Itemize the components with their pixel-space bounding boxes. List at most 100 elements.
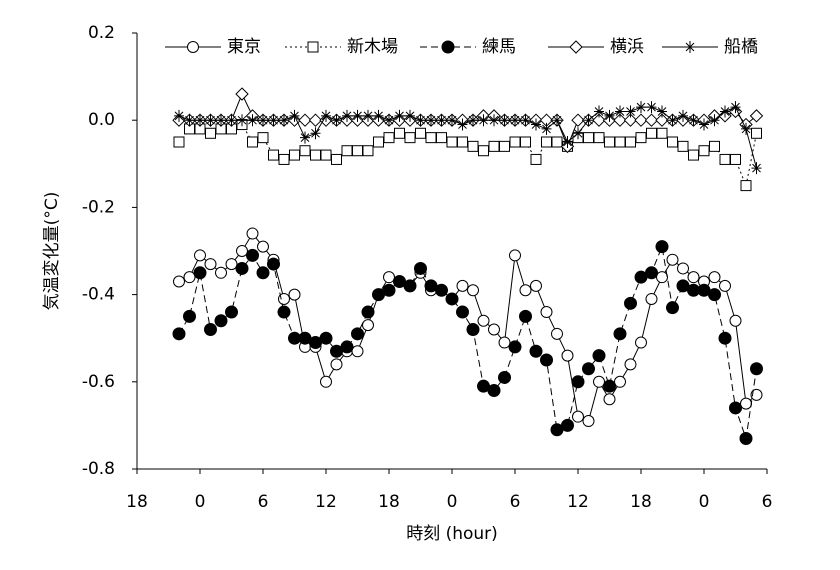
data-point <box>489 114 499 127</box>
data-point <box>667 114 678 127</box>
x-tick-label: 18 <box>630 492 652 512</box>
data-point <box>708 288 721 302</box>
data-point <box>445 292 459 306</box>
data-point <box>624 296 637 310</box>
data-point <box>214 314 228 328</box>
data-point <box>342 109 352 122</box>
x-tick-label: 12 <box>315 492 337 512</box>
x-tick-label: 18 <box>126 492 148 512</box>
data-point <box>361 305 375 319</box>
legend-label: 船橋 <box>724 37 758 57</box>
data-point <box>426 114 436 127</box>
legend-marker <box>569 40 583 54</box>
data-point <box>195 114 205 127</box>
data-point <box>594 105 604 118</box>
y-tick-label: -0.2 <box>82 197 115 217</box>
data-point <box>194 249 206 262</box>
data-point <box>729 401 742 415</box>
data-point <box>635 132 647 144</box>
data-point <box>699 118 709 131</box>
data-point <box>551 136 563 148</box>
data-point <box>603 393 616 406</box>
data-point <box>310 127 321 140</box>
data-point <box>320 149 332 161</box>
data-point <box>487 384 501 398</box>
data-point <box>415 127 426 139</box>
data-point <box>656 127 668 139</box>
y-tick-label: -0.6 <box>82 372 115 392</box>
data-point <box>488 323 500 336</box>
x-tick-label: 6 <box>510 492 521 512</box>
data-point <box>657 105 667 118</box>
data-point <box>488 140 500 152</box>
data-point <box>730 153 741 165</box>
data-point <box>300 131 310 144</box>
data-point <box>729 314 742 327</box>
data-point <box>531 118 541 131</box>
data-point <box>687 271 700 284</box>
data-point <box>193 266 207 280</box>
data-point <box>299 145 311 157</box>
data-point <box>519 284 532 297</box>
data-point <box>226 114 237 127</box>
data-point <box>571 113 585 127</box>
data-point <box>340 340 354 354</box>
data-point <box>277 305 291 319</box>
legend-label: 横浜 <box>610 37 644 57</box>
data-point <box>246 248 259 262</box>
data-point <box>499 114 510 127</box>
data-point <box>529 344 543 358</box>
data-point <box>739 431 753 445</box>
legend-marker <box>685 41 695 53</box>
data-point <box>614 375 626 388</box>
data-point <box>205 114 216 127</box>
data-point <box>215 266 227 279</box>
data-point <box>446 136 458 148</box>
data-point <box>319 331 333 345</box>
data-point <box>592 113 606 127</box>
x-tick-label: 12 <box>567 492 589 512</box>
data-point <box>678 109 688 122</box>
legend-marker <box>307 41 319 53</box>
data-point <box>720 105 730 118</box>
data-point <box>235 261 249 275</box>
data-point <box>750 388 763 401</box>
data-point <box>656 271 668 284</box>
data-point <box>456 305 469 319</box>
data-point <box>267 257 280 271</box>
data-point <box>741 122 751 135</box>
data-point <box>644 113 659 127</box>
data-point <box>382 283 396 297</box>
data-point <box>362 319 374 332</box>
y-tick-label: -0.4 <box>82 285 115 305</box>
data-point <box>604 136 615 148</box>
legend-marker <box>441 40 455 54</box>
data-point <box>321 109 331 122</box>
data-point <box>308 113 323 127</box>
data-point <box>561 418 574 432</box>
data-point <box>204 258 217 271</box>
y-axis-label: 気温変化量(°C) <box>42 192 62 311</box>
data-point <box>540 306 553 319</box>
data-point <box>646 127 657 139</box>
data-point <box>341 145 353 157</box>
data-point <box>624 358 637 371</box>
data-point <box>247 114 258 127</box>
data-point <box>582 362 595 376</box>
data-point <box>582 415 595 428</box>
data-point <box>666 301 679 315</box>
data-point <box>415 114 426 127</box>
data-point <box>740 180 752 192</box>
data-point <box>278 153 290 165</box>
data-point <box>268 114 279 127</box>
data-point <box>708 271 721 284</box>
data-point <box>330 358 343 371</box>
data-point <box>468 114 478 127</box>
data-point <box>288 288 301 301</box>
data-point <box>403 279 417 293</box>
data-point <box>383 271 395 284</box>
data-point <box>625 136 636 148</box>
data-point <box>646 101 657 114</box>
data-point <box>572 410 584 423</box>
